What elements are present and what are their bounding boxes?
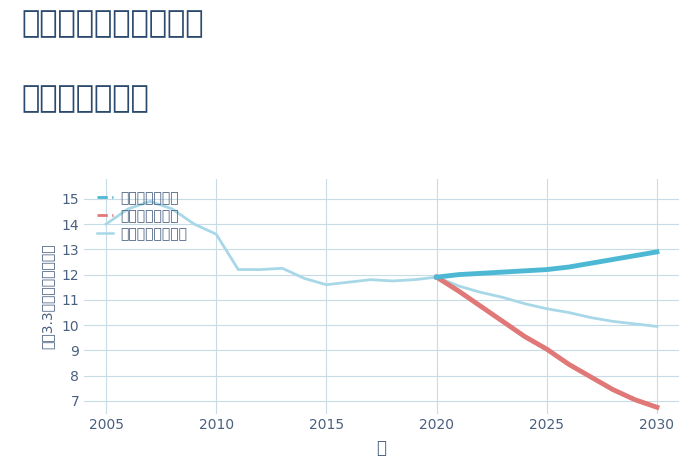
グッドシナリオ: [631, 253, 639, 258]
バッドシナリオ: [498, 319, 507, 324]
ノーマルシナリオ: [366, 277, 375, 282]
ノーマルシナリオ: [212, 231, 220, 237]
Legend: グッドシナリオ, バッドシナリオ, ノーマルシナリオ: グッドシナリオ, バッドシナリオ, ノーマルシナリオ: [91, 186, 192, 247]
Line: グッドシナリオ: グッドシナリオ: [437, 252, 657, 277]
ノーマルシナリオ: [124, 206, 132, 212]
バッドシナリオ: [653, 405, 662, 410]
バッドシナリオ: [631, 397, 639, 402]
ノーマルシナリオ: [477, 290, 485, 295]
ノーマルシナリオ: [300, 275, 309, 281]
ノーマルシナリオ: [389, 278, 397, 284]
グッドシナリオ: [542, 267, 551, 273]
ノーマルシナリオ: [565, 310, 573, 315]
ノーマルシナリオ: [521, 301, 529, 306]
グッドシナリオ: [521, 268, 529, 274]
ノーマルシナリオ: [256, 267, 265, 273]
ノーマルシナリオ: [102, 221, 110, 227]
ノーマルシナリオ: [631, 321, 639, 327]
ノーマルシナリオ: [190, 221, 198, 227]
Text: 土地の価格推移: 土地の価格推移: [21, 85, 148, 114]
バッドシナリオ: [542, 346, 551, 352]
グッドシナリオ: [454, 272, 463, 277]
グッドシナリオ: [587, 260, 595, 266]
グッドシナリオ: [565, 264, 573, 270]
グッドシナリオ: [433, 274, 441, 280]
ノーマルシナリオ: [410, 277, 419, 282]
バッドシナリオ: [454, 288, 463, 294]
ノーマルシナリオ: [542, 306, 551, 312]
ノーマルシナリオ: [498, 295, 507, 300]
バッドシナリオ: [609, 387, 617, 392]
ノーマルシナリオ: [609, 319, 617, 324]
グッドシナリオ: [653, 249, 662, 255]
ノーマルシナリオ: [234, 267, 242, 273]
バッドシナリオ: [521, 334, 529, 339]
バッドシナリオ: [565, 361, 573, 367]
ノーマルシナリオ: [454, 283, 463, 289]
ノーマルシナリオ: [146, 198, 154, 204]
バッドシナリオ: [433, 274, 441, 280]
ノーマルシナリオ: [344, 279, 353, 285]
ノーマルシナリオ: [168, 206, 176, 212]
バッドシナリオ: [587, 374, 595, 380]
ノーマルシナリオ: [433, 274, 441, 280]
グッドシナリオ: [609, 257, 617, 262]
ノーマルシナリオ: [587, 315, 595, 321]
Text: 三重県松阪市清水町の: 三重県松阪市清水町の: [21, 9, 204, 39]
Line: ノーマルシナリオ: ノーマルシナリオ: [106, 201, 657, 327]
X-axis label: 年: 年: [377, 439, 386, 457]
グッドシナリオ: [498, 269, 507, 275]
ノーマルシナリオ: [653, 324, 662, 329]
グッドシナリオ: [477, 271, 485, 276]
バッドシナリオ: [477, 304, 485, 309]
ノーマルシナリオ: [322, 282, 330, 288]
Y-axis label: 坪（3.3㎡）単価（万円）: 坪（3.3㎡）単価（万円）: [41, 243, 55, 349]
Line: バッドシナリオ: バッドシナリオ: [437, 277, 657, 407]
ノーマルシナリオ: [278, 266, 286, 271]
